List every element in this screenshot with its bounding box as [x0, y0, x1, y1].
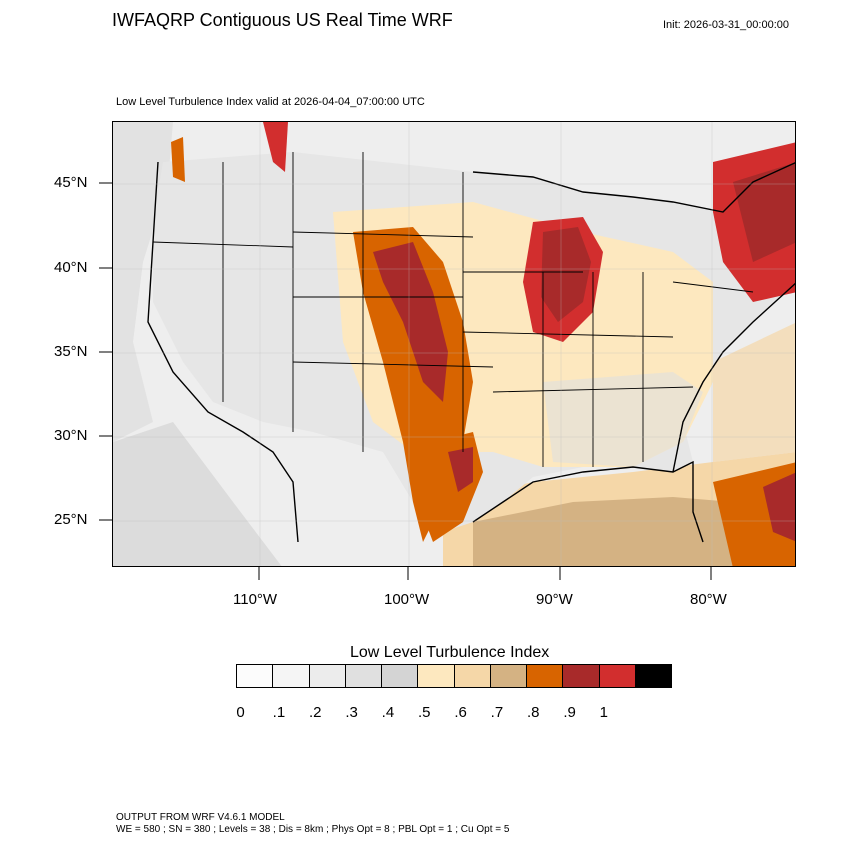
- colorbar-box: [599, 665, 636, 687]
- colorbar-label: .1: [272, 704, 286, 721]
- lon-label-80w: 80°W: [690, 591, 727, 608]
- colorbar-box: [418, 665, 455, 687]
- map-canvas: [113, 122, 795, 566]
- colorbar-label: .7: [490, 704, 504, 721]
- colorbar-box: [527, 665, 564, 687]
- colorbar-box: [237, 665, 274, 687]
- colorbar-box: [382, 665, 419, 687]
- colorbar-label: .5: [418, 704, 431, 721]
- lat-label-40: 40°N: [54, 259, 88, 276]
- colorbar-box: [635, 665, 671, 687]
- lat-label-30: 30°N: [54, 427, 88, 444]
- model-info-line2: WE = 580 ; SN = 380 ; Levels = 38 ; Dis …: [116, 824, 510, 835]
- colorbar-label: 0: [236, 704, 245, 721]
- main-title: IWFAQRP Contiguous US Real Time WRF: [112, 10, 453, 30]
- colorbar-label: .6: [454, 704, 467, 721]
- colorbar-label: .9: [563, 704, 576, 721]
- colorbar-label: .2: [309, 704, 322, 721]
- turbulence-map: [112, 121, 796, 567]
- map-subtitle: Low Level Turbulence Index valid at 2026…: [116, 96, 425, 108]
- colorbar-label: .4: [381, 704, 395, 721]
- colorbar-box: [309, 665, 346, 687]
- colorbar-label: 1: [599, 704, 608, 721]
- colorbar-title: Low Level Turbulence Index: [350, 644, 550, 661]
- lat-label-25: 25°N: [54, 511, 88, 528]
- colorbar-box: [345, 665, 382, 687]
- lat-label-45: 45°N: [54, 174, 88, 191]
- colorbar-box: [490, 665, 527, 687]
- colorbar-box: [563, 665, 600, 687]
- colorbar: [236, 664, 672, 688]
- lat-label-35: 35°N: [54, 343, 88, 360]
- init-time: Init: 2026-03-31_00:00:00: [663, 19, 789, 31]
- lon-label-110w: 110°W: [233, 591, 278, 608]
- lon-label-100w: 100°W: [384, 591, 430, 608]
- model-info: OUTPUT FROM WRF V4.6.1 MODEL WE = 580 ; …: [116, 812, 509, 836]
- lon-label-90w: 90°W: [536, 591, 573, 608]
- colorbar-label: .8: [527, 704, 540, 721]
- model-info-line1: OUTPUT FROM WRF V4.6.1 MODEL: [116, 812, 285, 823]
- colorbar-box: [454, 665, 491, 687]
- colorbar-label: .3: [345, 704, 358, 721]
- colorbar-box: [273, 665, 310, 687]
